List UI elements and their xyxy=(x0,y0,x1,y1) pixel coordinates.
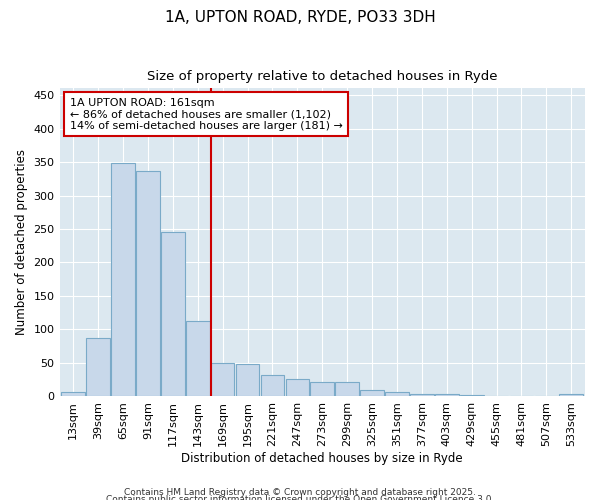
Bar xyxy=(335,382,359,396)
Bar xyxy=(310,382,334,396)
Bar xyxy=(410,394,434,396)
Y-axis label: Number of detached properties: Number of detached properties xyxy=(15,150,28,336)
Bar xyxy=(61,392,85,396)
Text: Contains HM Land Registry data © Crown copyright and database right 2025.: Contains HM Land Registry data © Crown c… xyxy=(124,488,476,497)
Bar xyxy=(136,172,160,396)
Bar xyxy=(559,394,583,396)
Bar xyxy=(435,394,458,396)
Bar xyxy=(286,379,309,396)
Bar xyxy=(385,392,409,396)
Bar xyxy=(260,375,284,396)
Bar xyxy=(460,395,484,396)
Text: 1A, UPTON ROAD, RYDE, PO33 3DH: 1A, UPTON ROAD, RYDE, PO33 3DH xyxy=(164,10,436,25)
Bar xyxy=(186,322,209,396)
Bar xyxy=(161,232,185,396)
Bar xyxy=(236,364,259,396)
Title: Size of property relative to detached houses in Ryde: Size of property relative to detached ho… xyxy=(147,70,497,83)
Bar xyxy=(111,164,135,396)
X-axis label: Distribution of detached houses by size in Ryde: Distribution of detached houses by size … xyxy=(181,452,463,465)
Bar xyxy=(86,338,110,396)
Text: Contains public sector information licensed under the Open Government Licence 3.: Contains public sector information licen… xyxy=(106,496,494,500)
Bar xyxy=(360,390,384,396)
Text: 1A UPTON ROAD: 161sqm
← 86% of detached houses are smaller (1,102)
14% of semi-d: 1A UPTON ROAD: 161sqm ← 86% of detached … xyxy=(70,98,343,131)
Bar xyxy=(211,363,235,396)
